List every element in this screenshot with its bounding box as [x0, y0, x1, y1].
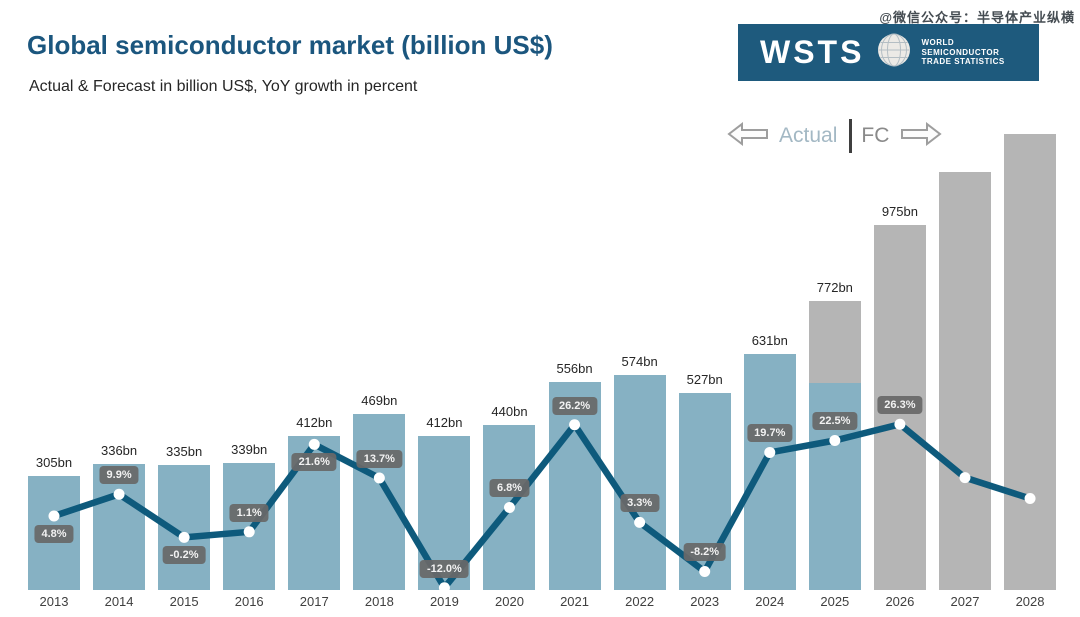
growth-label-pill: 6.8%	[489, 479, 530, 498]
legend-actual-label: Actual	[779, 124, 838, 147]
wsts-logo-line: SEMICONDUCTOR	[921, 47, 1000, 57]
bar-value-label: 631bn	[751, 332, 788, 348]
growth-label-pill: 21.6%	[291, 453, 337, 472]
page-title: Global semiconductor market (billion US$…	[27, 30, 553, 60]
bar-value-label: 574bn	[621, 354, 658, 370]
bar	[483, 425, 536, 590]
bar-value-label: 527bn	[686, 371, 723, 387]
growth-label-pill: -12.0%	[419, 559, 469, 578]
arrow-right-icon	[900, 121, 943, 151]
wsts-logo-line: WORLD	[921, 38, 955, 48]
growth-label-pill: 3.3%	[620, 494, 660, 513]
wsts-logo: WSTS WORLD SEMICONDUCTOR TRADE STATISTIC…	[738, 24, 1039, 81]
bar-value-label: 305bn	[35, 454, 73, 470]
year-label: 2025	[820, 594, 850, 609]
bar-value-label: 335bn	[166, 443, 203, 459]
bar-value-label: 412bn	[296, 414, 333, 430]
legend-fc-label: FC	[861, 124, 890, 147]
bar-value-label: 469bn	[361, 393, 398, 409]
growth-label-pill: 19.7%	[747, 424, 793, 443]
growth-label-pill: 26.2%	[551, 396, 598, 415]
growth-label-pill: -8.2%	[683, 543, 727, 562]
bar-value-label: 556bn	[556, 360, 593, 376]
bar	[223, 463, 276, 590]
growth-label-pill: 13.7%	[356, 450, 402, 469]
bar-value-label: 336bn	[100, 443, 138, 459]
bar	[743, 353, 796, 590]
year-label: 2024	[755, 594, 785, 609]
globe-icon	[877, 33, 911, 72]
bar	[613, 375, 666, 590]
bar-value-label: 772bn	[816, 279, 853, 295]
year-label: 2023	[690, 594, 720, 609]
bar	[808, 300, 861, 383]
year-label: 2013	[39, 594, 69, 609]
bar-value-label: 975bn	[881, 203, 918, 219]
year-label: 2017	[299, 594, 329, 609]
growth-label-pill: 1.1%	[229, 503, 269, 522]
year-label: 2015	[169, 594, 199, 609]
year-label: 2019	[429, 594, 459, 609]
legend-divider	[849, 119, 853, 153]
page-subtitle: Actual & Forecast in billion US$, YoY gr…	[29, 78, 418, 95]
year-label: 2016	[234, 594, 264, 609]
year-label: 2027	[950, 594, 980, 609]
bar	[938, 171, 991, 590]
bar-value-label: 339bn	[231, 442, 268, 458]
year-label: 2021	[560, 594, 589, 609]
year-label: 2018	[364, 594, 394, 609]
year-label: 2022	[625, 594, 655, 609]
arrow-left-icon	[727, 121, 769, 151]
bar	[353, 414, 406, 590]
year-label: 2020	[495, 594, 524, 609]
legend: Actual FC	[727, 117, 943, 155]
bar	[158, 464, 211, 590]
wsts-logo-line: TRADE STATISTICS	[921, 57, 1005, 67]
growth-label-pill: 9.9%	[99, 466, 139, 485]
year-label: 2026	[885, 594, 915, 609]
growth-label-pill: 26.3%	[877, 396, 923, 415]
growth-label-pill: 4.8%	[34, 525, 74, 544]
bar-value-label: 412bn	[426, 414, 463, 430]
growth-label-pill: 22.5%	[812, 412, 858, 431]
bar-value-label: 440bn	[491, 404, 528, 420]
year-label: 2028	[1015, 594, 1045, 609]
wsts-logo-text: WORLD SEMICONDUCTOR TRADE STATISTICS	[921, 38, 1004, 67]
wsts-wordmark: WSTS	[760, 34, 865, 70]
bar	[1004, 133, 1057, 590]
growth-label-pill: -0.2%	[162, 546, 206, 565]
watermark-text: @微信公众号：半导体产业纵横	[879, 10, 1075, 25]
year-label: 2014	[104, 594, 134, 609]
